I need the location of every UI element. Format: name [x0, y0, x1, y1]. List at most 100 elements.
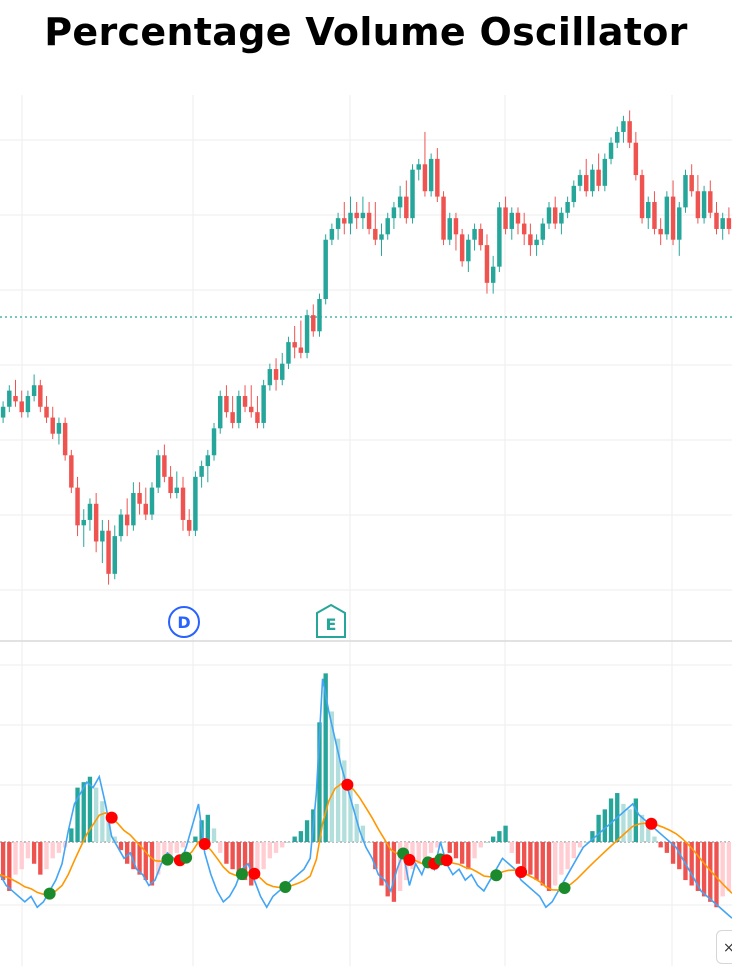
candle-body: [583, 175, 589, 192]
candle-body: [459, 234, 465, 262]
histogram-bar: [242, 842, 248, 881]
histogram-bar: [522, 842, 527, 870]
histogram-bar: [298, 831, 304, 842]
candle-body: [515, 212, 521, 224]
histogram-bar: [131, 842, 136, 870]
candle-body: [385, 218, 390, 235]
histogram-bar: [484, 842, 490, 843]
histogram-bar: [180, 842, 186, 848]
histogram-bar: [646, 825, 651, 842]
histogram-bar: [7, 842, 12, 891]
histogram-bar: [608, 798, 614, 842]
histogram-bar: [13, 842, 18, 875]
histogram-bar: [174, 842, 179, 853]
candle-body: [106, 530, 111, 574]
candle-body: [44, 406, 49, 418]
histogram-bar: [639, 814, 645, 842]
candle-body: [342, 218, 347, 224]
candle-body: [447, 218, 452, 240]
histogram-bar: [38, 842, 43, 875]
histogram-bar: [323, 673, 328, 842]
histogram-bar: [112, 836, 117, 842]
candle-body: [62, 422, 68, 456]
chart-title: Percentage Volume Oscillator: [44, 10, 688, 54]
candle-body: [726, 218, 732, 229]
candle-body: [391, 207, 397, 219]
candle-body: [534, 239, 539, 246]
candle-body: [602, 158, 608, 186]
candle-body: [19, 401, 24, 413]
histogram-bar: [342, 760, 347, 842]
candle-body: [689, 175, 694, 192]
histogram-bar: [230, 842, 235, 870]
candle-body: [639, 175, 645, 219]
candle-body: [677, 207, 682, 240]
candle-body: [540, 223, 546, 240]
pvo-line: [0, 678, 732, 919]
histogram-bar: [124, 842, 130, 864]
candle-body: [379, 234, 384, 240]
histogram-bar: [621, 803, 626, 842]
candle-body: [695, 191, 701, 219]
histogram-bar: [69, 828, 74, 842]
histogram-bar: [453, 842, 459, 859]
histogram-bar: [304, 820, 310, 842]
histogram-bar: [689, 842, 694, 886]
dividend-badge-label: D: [177, 613, 190, 632]
histogram-bar: [273, 842, 279, 853]
histogram-bar: [118, 842, 124, 851]
close-icon[interactable]: ×: [716, 930, 732, 964]
candle-body: [546, 207, 552, 224]
bullish-crossover-marker: [279, 881, 292, 894]
candle-body: [100, 530, 105, 542]
candle-body: [397, 196, 403, 208]
histogram-bar: [633, 798, 639, 842]
histogram-bar: [559, 842, 564, 875]
histogram-bar: [156, 842, 161, 875]
earnings-badge: [316, 603, 346, 638]
histogram-bar: [19, 842, 24, 870]
histogram-bar: [683, 842, 688, 881]
histogram-bar: [584, 842, 589, 843]
histogram-bar: [472, 842, 477, 859]
candle-body: [50, 417, 55, 434]
bullish-crossover-marker: [490, 869, 503, 882]
bearish-crossover-marker: [440, 854, 453, 867]
histogram-bar: [205, 814, 210, 842]
histogram-bar: [391, 842, 397, 902]
candle-body: [311, 315, 316, 332]
histogram-bar: [397, 842, 403, 891]
dividend-badge: [168, 606, 200, 638]
histogram-bar: [490, 836, 496, 842]
histogram-bar: [708, 842, 713, 902]
histogram-bar: [81, 782, 86, 842]
histogram-bar: [75, 787, 80, 842]
histogram-bar: [652, 836, 657, 842]
histogram-bar: [701, 842, 707, 897]
histogram-bar: [726, 842, 732, 891]
histogram-bar: [553, 842, 558, 886]
candle-body: [658, 228, 663, 235]
candle-body: [255, 412, 260, 423]
histogram-bar: [379, 842, 384, 886]
histogram-bar: [317, 722, 322, 842]
candle-body: [199, 466, 204, 477]
candle-body: [224, 396, 229, 413]
candle-body: [428, 158, 434, 192]
candle-body: [124, 514, 130, 526]
histogram-bar: [422, 842, 428, 859]
histogram-bar: [280, 842, 285, 848]
histogram-bar: [286, 842, 291, 843]
candle-body: [7, 390, 12, 407]
candle-body: [93, 503, 99, 542]
candle-body: [75, 487, 80, 526]
histogram-bar: [447, 842, 452, 853]
candle-body: [87, 503, 93, 520]
candle-body: [280, 363, 285, 380]
candle-body: [422, 164, 428, 192]
candle-body: [571, 185, 577, 202]
histogram-bar: [627, 809, 632, 842]
histogram-bar: [366, 842, 372, 843]
candle-body: [304, 315, 310, 353]
histogram-bar: [329, 711, 335, 842]
